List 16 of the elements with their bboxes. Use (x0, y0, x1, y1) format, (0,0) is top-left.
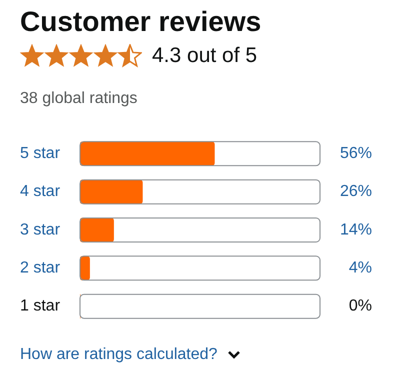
bar (80, 180, 143, 204)
y-tick-label: 5 star (20, 145, 61, 162)
text: How are ratings calculated? (20, 346, 218, 364)
data-label: 14% (340, 221, 372, 238)
data-label: 56% (340, 145, 372, 162)
y-tick-label: 1 star (20, 298, 61, 315)
chart-title: Customer reviews (20, 6, 262, 38)
data-label: 0% (348, 298, 372, 315)
chart-subtitle: 4.3 out of 5 (152, 44, 258, 68)
y-tick-label: 2 star (20, 260, 61, 277)
y-tick-label: 4 star (20, 183, 61, 200)
data-label: 4% (348, 260, 372, 277)
text: 38 global ratings (20, 90, 138, 108)
bar (80, 218, 114, 242)
data-label: 26% (340, 183, 372, 200)
y-tick-label: 3 star (20, 221, 61, 238)
